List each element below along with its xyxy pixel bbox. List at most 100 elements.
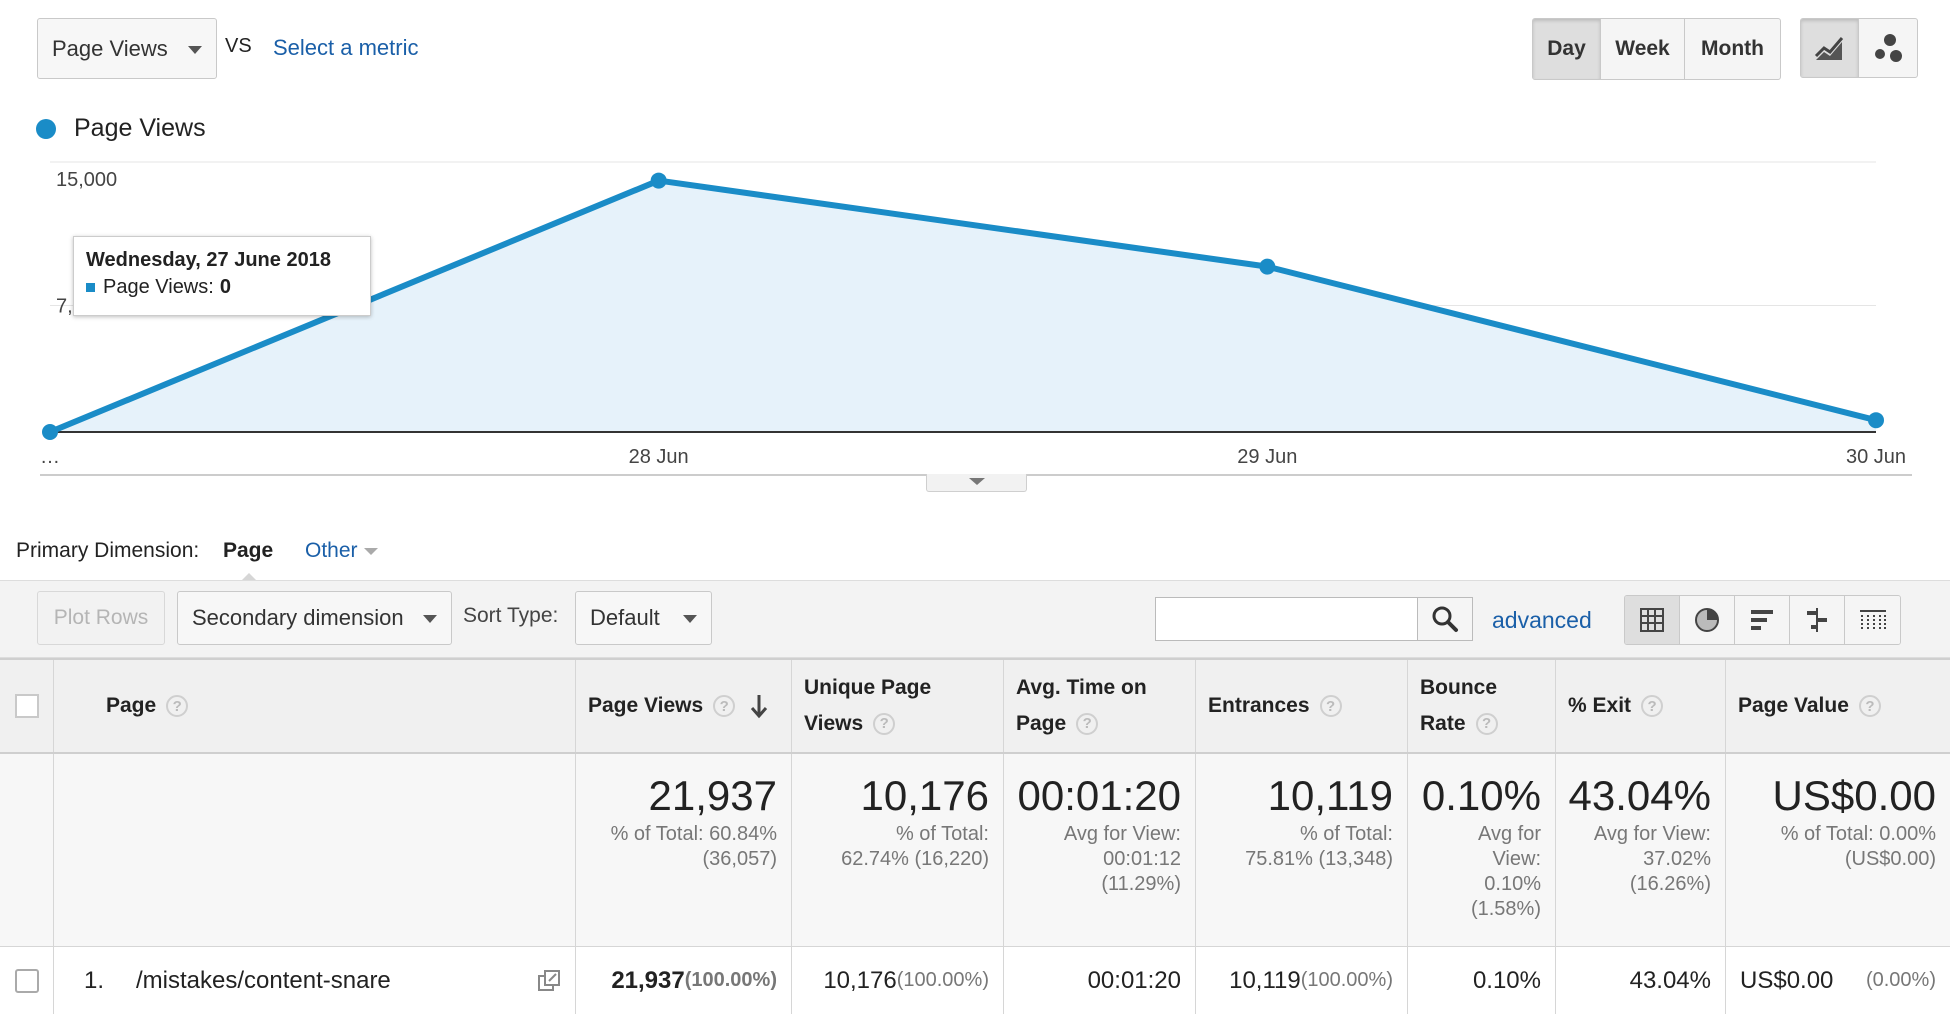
help-icon[interactable]: ?	[713, 695, 736, 717]
help-icon[interactable]: ?	[1641, 695, 1664, 717]
header-avg-wrap: Avg. Time on Page?	[1016, 670, 1147, 742]
data-point	[650, 172, 667, 189]
primary-dimension-page[interactable]: Page	[223, 539, 274, 562]
secondary-dimension-label: Secondary dimension	[192, 605, 404, 630]
header-avg-time[interactable]: Avg. Time on Page?	[1004, 660, 1196, 752]
row-exit-value: 43.04%	[1629, 966, 1711, 994]
performance-view-icon[interactable]	[1735, 596, 1790, 644]
advanced-filter-link[interactable]: advanced	[1492, 607, 1592, 633]
y-tick-label: 15,000	[56, 169, 117, 191]
row-index: 1.	[84, 966, 105, 994]
totals-sub-line: (US$0.00)	[1844, 848, 1936, 870]
legend-dot-icon	[36, 118, 56, 139]
select-metric-link[interactable]: Select a metric	[273, 35, 419, 60]
tooltip-date: Wednesday, 27 June 2018	[86, 249, 331, 271]
chart-tooltip: Wednesday, 27 June 2018 Page Views: 0	[73, 236, 371, 316]
row-page-value-pct: (0.00%)	[1865, 969, 1936, 991]
table-view-icon[interactable]	[1625, 596, 1680, 644]
data-point	[1868, 412, 1884, 429]
totals-page-cell	[54, 754, 576, 946]
sort-type-dropdown[interactable]: Default	[575, 591, 712, 645]
totals-avg-time-value: 00:01:20	[1017, 772, 1182, 819]
header-page-value-label: Page Value	[1738, 694, 1849, 717]
row-checkbox[interactable]	[14, 968, 39, 993]
header-avg-line2: Page	[1016, 712, 1067, 735]
primary-dimension-label: Primary Dimension:	[16, 539, 200, 562]
header-unique-line2-row: Views?	[804, 706, 931, 742]
motion-chart-icon[interactable]	[1859, 19, 1917, 77]
pie-view-icon[interactable]	[1680, 596, 1735, 644]
help-icon[interactable]: ?	[1076, 713, 1099, 736]
help-icon[interactable]: ?	[1475, 713, 1498, 736]
header-page-value[interactable]: Page Value ?	[1726, 660, 1950, 752]
secondary-dimension-dropdown[interactable]: Secondary dimension	[177, 591, 452, 645]
totals-entrances: 10,119 % of Total: 75.81% (13,348)	[1196, 754, 1408, 946]
row-unique-value: 10,176	[823, 966, 897, 994]
header-bounce-line1: Bounce	[1420, 676, 1498, 699]
totals-sub-line: % of Total:	[1299, 823, 1393, 845]
row-page-link[interactable]: /mistakes/content-snare	[136, 966, 391, 994]
month-button[interactable]: Month	[1701, 37, 1764, 60]
totals-page-views: 21,937 % of Total: 60.84% (36,057)	[576, 754, 792, 946]
row-exit: 43.04%	[1556, 947, 1726, 1014]
week-button[interactable]: Week	[1601, 19, 1685, 79]
totals-bounce-value: 0.10%	[1421, 772, 1541, 819]
tooltip-label: Page Views:	[103, 276, 214, 298]
table-view-toggle	[1624, 595, 1901, 645]
header-entrances[interactable]: Entrances ?	[1196, 660, 1408, 752]
row-page-views-value: 21,937	[611, 966, 685, 994]
totals-page-views-value: 21,937	[648, 772, 777, 819]
comparison-view-icon[interactable]	[1790, 596, 1845, 644]
chevron-down-icon	[683, 615, 697, 623]
day-button[interactable]: Day	[1533, 19, 1601, 79]
primary-dimension-other[interactable]: Other	[305, 539, 378, 563]
chart-collapse-tab[interactable]	[926, 474, 1027, 492]
header-unique-line2: Views	[804, 712, 864, 735]
table-search-input[interactable]	[1155, 597, 1418, 641]
chevron-down-icon	[363, 547, 378, 555]
row-checkbox-cell	[0, 947, 54, 1014]
totals-exit-sub: Avg for View: 37.02% (16.26%)	[1566, 822, 1711, 897]
line-chart-icon[interactable]	[1801, 19, 1859, 77]
header-page[interactable]: Page ?	[54, 660, 576, 752]
header-bounce-rate[interactable]: Bounce Rate?	[1408, 660, 1556, 752]
totals-sub-line: % of Total: 0.00%	[1780, 823, 1936, 845]
pivot-view-icon[interactable]	[1845, 596, 1900, 644]
header-unique-line1: Unique Page	[804, 676, 932, 699]
search-button[interactable]	[1417, 597, 1473, 641]
open-link-icon[interactable]	[537, 969, 561, 993]
sort-type-value: Default	[590, 605, 660, 630]
plot-rows-button[interactable]: Plot Rows	[37, 591, 165, 645]
totals-sub-line: Avg for View:	[1063, 823, 1181, 845]
header-unique-wrap: Unique Page Views?	[804, 670, 931, 742]
select-all-cell	[0, 660, 54, 752]
header-page-views-label: Page Views	[588, 694, 704, 717]
row-entrances-pct: (100.00%)	[1300, 969, 1393, 991]
totals-sub-line: (11.29%)	[1101, 873, 1181, 895]
row-entrances: 10,119 (100.00%)	[1196, 947, 1408, 1014]
help-icon[interactable]: ?	[873, 713, 896, 736]
header-bounce-line2-row: Rate?	[1420, 706, 1498, 742]
totals-divider	[0, 946, 1950, 947]
totals-page-value-sub: % of Total: 0.00% (US$0.00)	[1736, 822, 1936, 872]
header-exit[interactable]: % Exit ?	[1556, 660, 1726, 752]
help-icon[interactable]: ?	[166, 695, 189, 717]
row-unique: 10,176 (100.00%)	[792, 947, 1004, 1014]
row-page-value: US$0.00 (0.00%)	[1726, 947, 1950, 1014]
header-unique-page-views[interactable]: Unique Page Views?	[792, 660, 1004, 752]
totals-avg-time: 00:01:20 Avg for View: 00:01:12 (11.29%)	[1004, 754, 1196, 946]
row-bounce-value: 0.10%	[1472, 966, 1541, 994]
help-icon[interactable]: ?	[1858, 695, 1881, 717]
select-all-checkbox[interactable]	[14, 694, 39, 718]
metric-dropdown[interactable]: Page Views	[37, 18, 217, 79]
totals-entrances-sub: % of Total: 75.81% (13,348)	[1206, 822, 1393, 872]
totals-exit-value: 43.04%	[1568, 772, 1711, 819]
help-icon[interactable]: ?	[1319, 695, 1342, 717]
header-avg-line2-row: Page?	[1016, 706, 1147, 742]
totals-bounce: 0.10% Avg for View: 0.10% (1.58%)	[1408, 754, 1556, 946]
header-page-views[interactable]: Page Views ?	[576, 660, 792, 752]
totals-sub-line: 00:01:12	[1103, 848, 1181, 870]
sort-descending-icon	[751, 695, 768, 719]
chart-legend: Page Views	[36, 114, 206, 143]
